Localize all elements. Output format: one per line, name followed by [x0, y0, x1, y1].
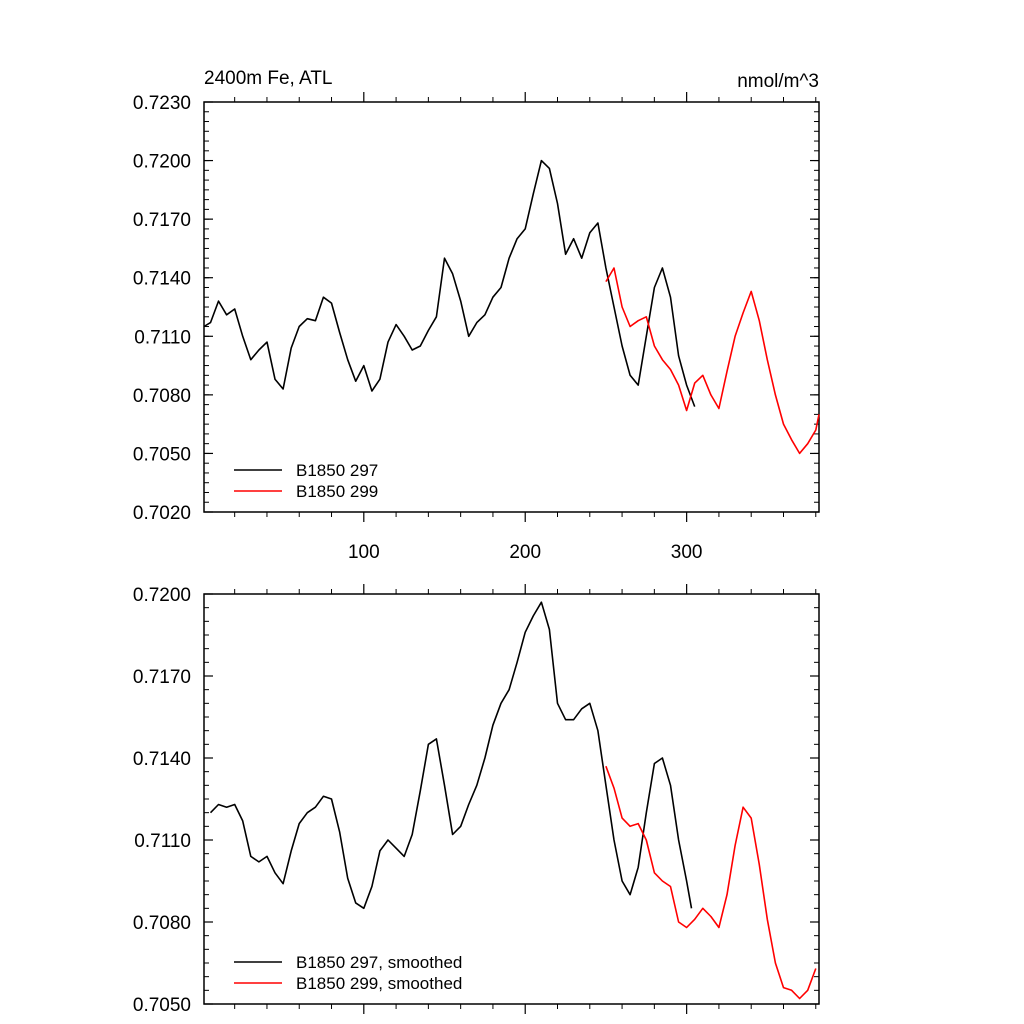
top-legend: B1850 297 B1850 299: [234, 461, 378, 501]
top-series-lines: [203, 159, 820, 455]
y-tick-label: 0.7050: [133, 444, 191, 465]
x-tick-label: 100: [348, 542, 380, 563]
legend-label-b1850-297: B1850 297: [296, 461, 378, 480]
bottom-series-lines: [209, 601, 817, 1000]
x-tick-label: 200: [509, 542, 541, 563]
bottom-legend: B1850 297, smoothed B1850 299, smoothed: [234, 953, 462, 993]
top-axis-ticks: 0.7230 0.7200 0.7170 0.7140 0.7110 0.7080 0.70…: [133, 92, 819, 563]
x-tick-label: 300: [671, 542, 703, 563]
legend-label-b1850-297-smoothed: B1850 297, smoothed: [296, 953, 462, 972]
y-tick-label: 0.7200: [133, 585, 191, 606]
y-tick-label: 0.7050: [133, 995, 191, 1016]
bottom-axis-ticks: 0.7200 0.7170 0.7140 0.7110 0.7080 0.7050: [133, 584, 819, 1016]
plot-frame-top: [203, 101, 820, 513]
plot-frame-bottom: [203, 593, 820, 1005]
series-line-b1850-297: [203, 159, 696, 407]
series-line-b1850-299: [605, 267, 820, 455]
y-tick-label: 0.7170: [133, 667, 191, 688]
chart-units-label: nmol/m^3: [737, 71, 819, 92]
y-tick-label: 0.7080: [133, 913, 191, 934]
y-tick-label: 0.7140: [133, 749, 191, 770]
y-tick-label: 0.7020: [133, 503, 191, 524]
series-line-b1850-297-smoothed: [209, 601, 693, 910]
y-tick-label: 0.7200: [133, 152, 191, 173]
y-tick-label: 0.7080: [133, 386, 191, 407]
series-line-b1850-299-smoothed: [605, 765, 817, 1000]
y-tick-label: 0.7140: [133, 269, 191, 290]
legend-label-b1850-299: B1850 299: [296, 482, 378, 501]
y-tick-label: 0.7110: [134, 831, 191, 852]
y-tick-label: 0.7170: [133, 210, 191, 231]
y-tick-label: 0.7110: [134, 327, 191, 348]
y-tick-label: 0.7230: [133, 93, 191, 114]
chart-title-left: 2400m Fe, ATL: [204, 68, 333, 89]
legend-label-b1850-299-smoothed: B1850 299, smoothed: [296, 974, 462, 993]
